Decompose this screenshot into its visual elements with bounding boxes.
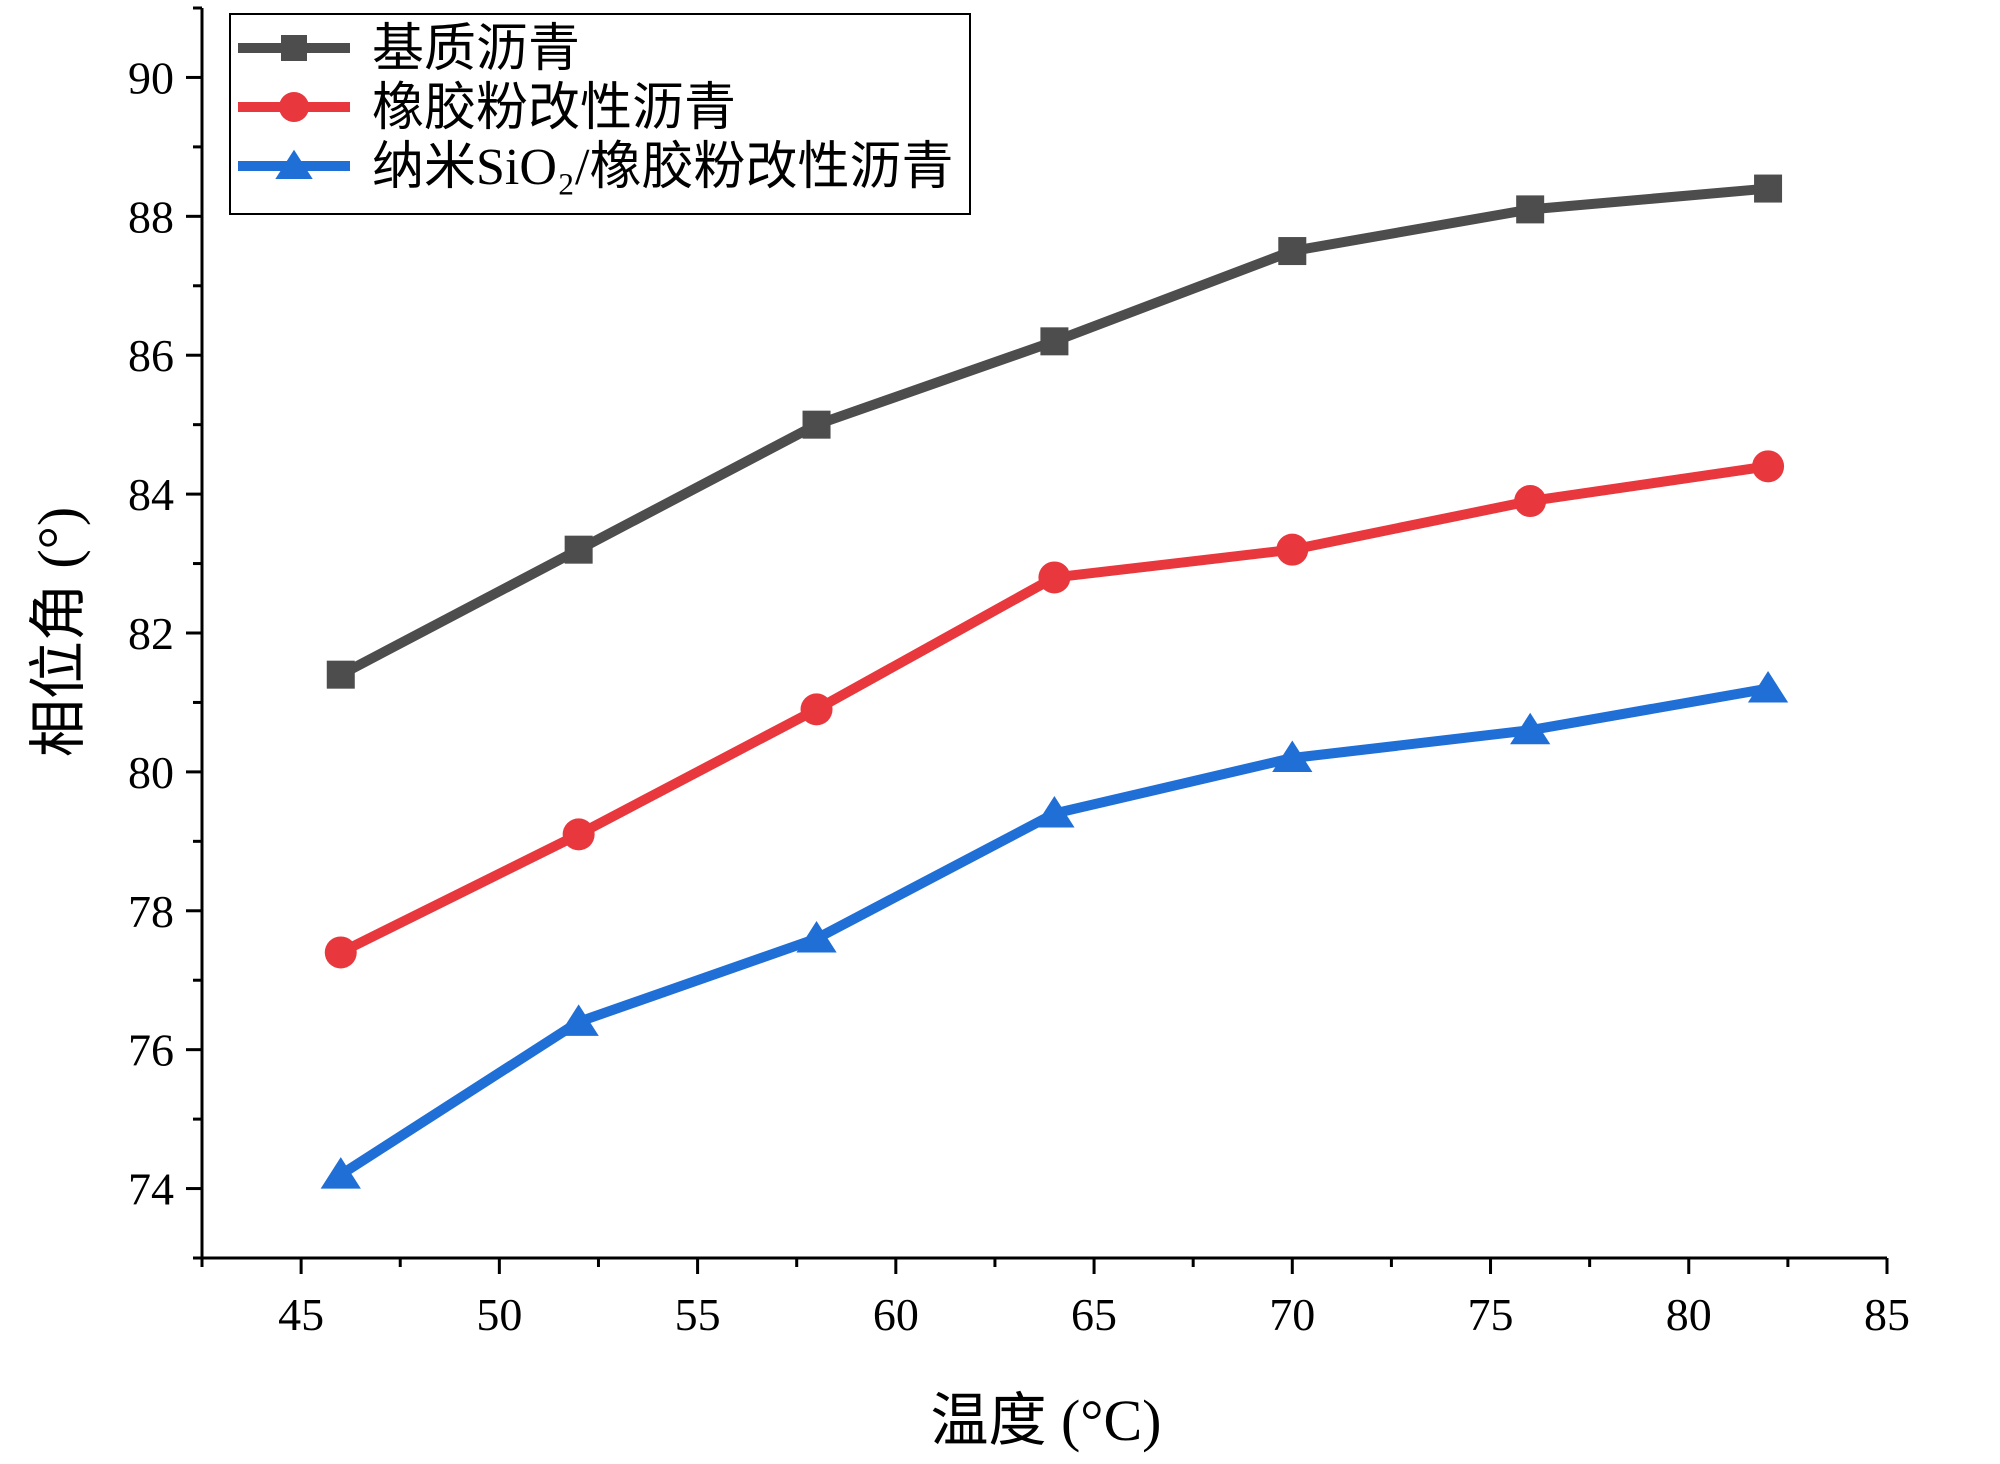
y-tick-label: 82 — [128, 608, 174, 659]
y-tick-label: 86 — [128, 330, 174, 381]
x-tick-label: 50 — [476, 1289, 522, 1340]
legend-box — [229, 13, 971, 215]
series-3 — [320, 671, 1789, 1189]
legend-label: 纳米SiO₂/橡胶粉改性沥青 — [372, 139, 954, 196]
series-line — [338, 183, 1769, 680]
data-point — [1276, 533, 1309, 566]
series-line — [338, 461, 1769, 957]
x-tick-label: 55 — [675, 1289, 721, 1340]
y-axis-title: 相位角 (°) — [26, 507, 91, 757]
legend-label: 基质沥青 — [372, 21, 580, 78]
legend-marker — [275, 149, 313, 179]
data-point — [1034, 796, 1075, 828]
x-tick-label: 70 — [1269, 1289, 1315, 1340]
data-point — [320, 1157, 361, 1189]
y-tick-label: 74 — [128, 1164, 174, 1215]
data-point — [1754, 174, 1783, 203]
x-axis-title: 温度 (°C) — [930, 1388, 1161, 1453]
data-point — [800, 693, 833, 726]
data-point — [1278, 237, 1307, 266]
plot-series — [320, 174, 1789, 1189]
data-point — [564, 535, 593, 564]
data-point — [1514, 485, 1547, 518]
legend-label: 橡胶粉改性沥青 — [372, 80, 736, 137]
data-point — [802, 410, 831, 439]
x-tick-label: 85 — [1864, 1289, 1910, 1340]
x-tick-label: 75 — [1468, 1289, 1514, 1340]
data-point — [562, 818, 595, 851]
data-point — [1747, 671, 1789, 703]
data-point — [326, 660, 355, 689]
x-tick-label: 65 — [1071, 1289, 1117, 1340]
data-point — [796, 921, 837, 953]
data-point — [1510, 712, 1551, 745]
data-point — [1752, 450, 1785, 483]
legend-item: 纳米SiO₂/橡胶粉改性沥青 — [238, 139, 954, 196]
data-point — [1516, 195, 1545, 224]
legend-item: 橡胶粉改性沥青 — [238, 80, 736, 137]
y-tick-label: 88 — [128, 191, 174, 242]
y-tick-label: 80 — [128, 747, 174, 798]
data-point — [324, 936, 357, 969]
data-point — [1272, 740, 1313, 772]
data-point — [1038, 561, 1071, 594]
y-tick-label: 76 — [128, 1025, 174, 1076]
data-point — [558, 1004, 599, 1036]
axes: 45 50 55 60 65 70 75 80 85 74 76 78 80 82 84 86 88 90 — [128, 6, 1910, 1340]
y-tick-label: 90 — [128, 52, 174, 103]
legend-marker — [281, 35, 307, 61]
series-2 — [324, 450, 1785, 969]
x-tick-label: 45 — [278, 1289, 324, 1340]
series-1 — [326, 174, 1783, 689]
x-tick-label: 80 — [1666, 1289, 1712, 1340]
data-point — [1040, 327, 1069, 356]
legend-marker — [279, 92, 309, 122]
y-tick-label: 84 — [128, 469, 174, 520]
series-line — [338, 683, 1769, 1179]
legend-item: 基质沥青 — [238, 21, 580, 78]
x-tick-label: 60 — [873, 1289, 919, 1340]
y-tick-label: 78 — [128, 886, 174, 937]
